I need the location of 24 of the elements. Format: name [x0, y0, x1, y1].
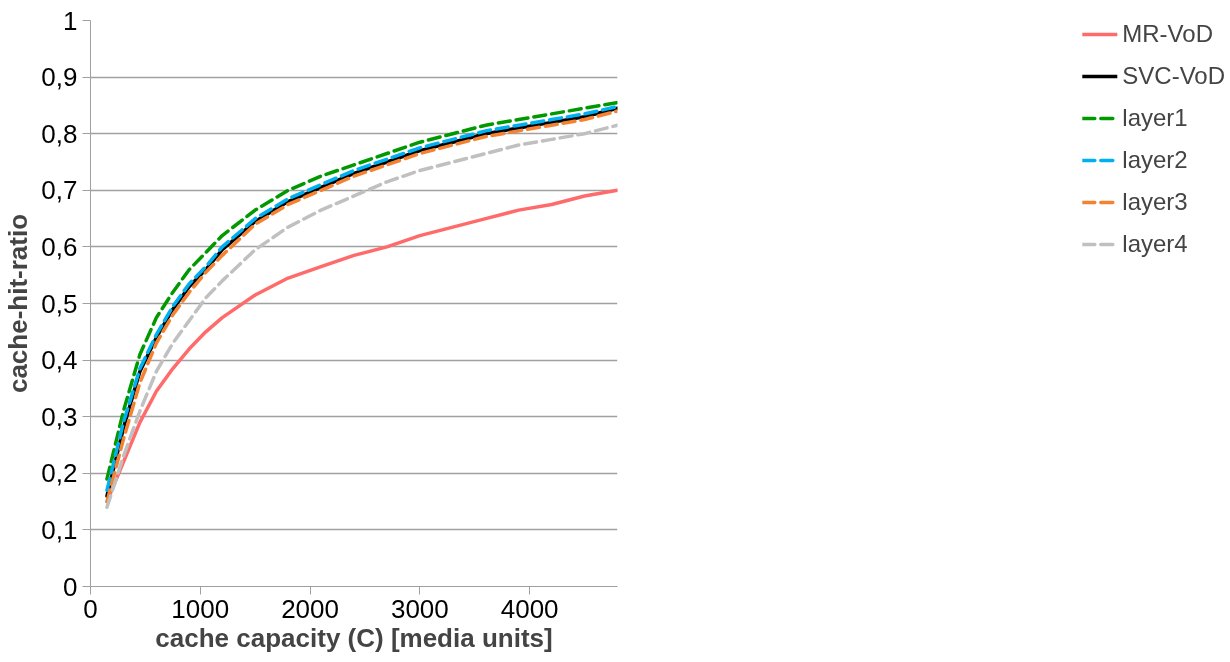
y-tick-label: 0,4 — [41, 345, 78, 376]
x-tick-label: 4000 — [500, 593, 559, 624]
legend-label: layer4 — [1122, 230, 1188, 258]
y-tick-label: 0 — [63, 571, 78, 602]
legend-label: layer1 — [1122, 104, 1188, 132]
y-tick-label: 0,3 — [41, 401, 78, 432]
y-tick-label: 0,5 — [41, 288, 78, 319]
legend-label: layer3 — [1122, 188, 1188, 216]
legend-label: SVC-VoD — [1122, 62, 1225, 90]
y-tick-label: 1 — [63, 5, 78, 36]
x-tick-label: 3000 — [390, 593, 449, 624]
y-tick-label: 0,7 — [41, 175, 78, 206]
x-tick-label: 0 — [83, 593, 98, 624]
x-tick-label: 1000 — [171, 593, 230, 624]
y-axis-title: cache-hit-ratio — [3, 213, 34, 394]
y-tick-label: 0,2 — [41, 458, 78, 489]
y-tick-label: 0,6 — [41, 231, 78, 262]
legend-label: MR-VoD — [1122, 20, 1213, 48]
x-tick-label: 2000 — [281, 593, 340, 624]
legend-label: layer2 — [1122, 146, 1188, 174]
y-tick-label: 0,8 — [41, 118, 78, 149]
y-tick-label: 0,9 — [41, 62, 78, 93]
y-tick-label: 0,1 — [41, 514, 78, 545]
x-axis-title: cache capacity (C) [media units] — [155, 622, 553, 653]
